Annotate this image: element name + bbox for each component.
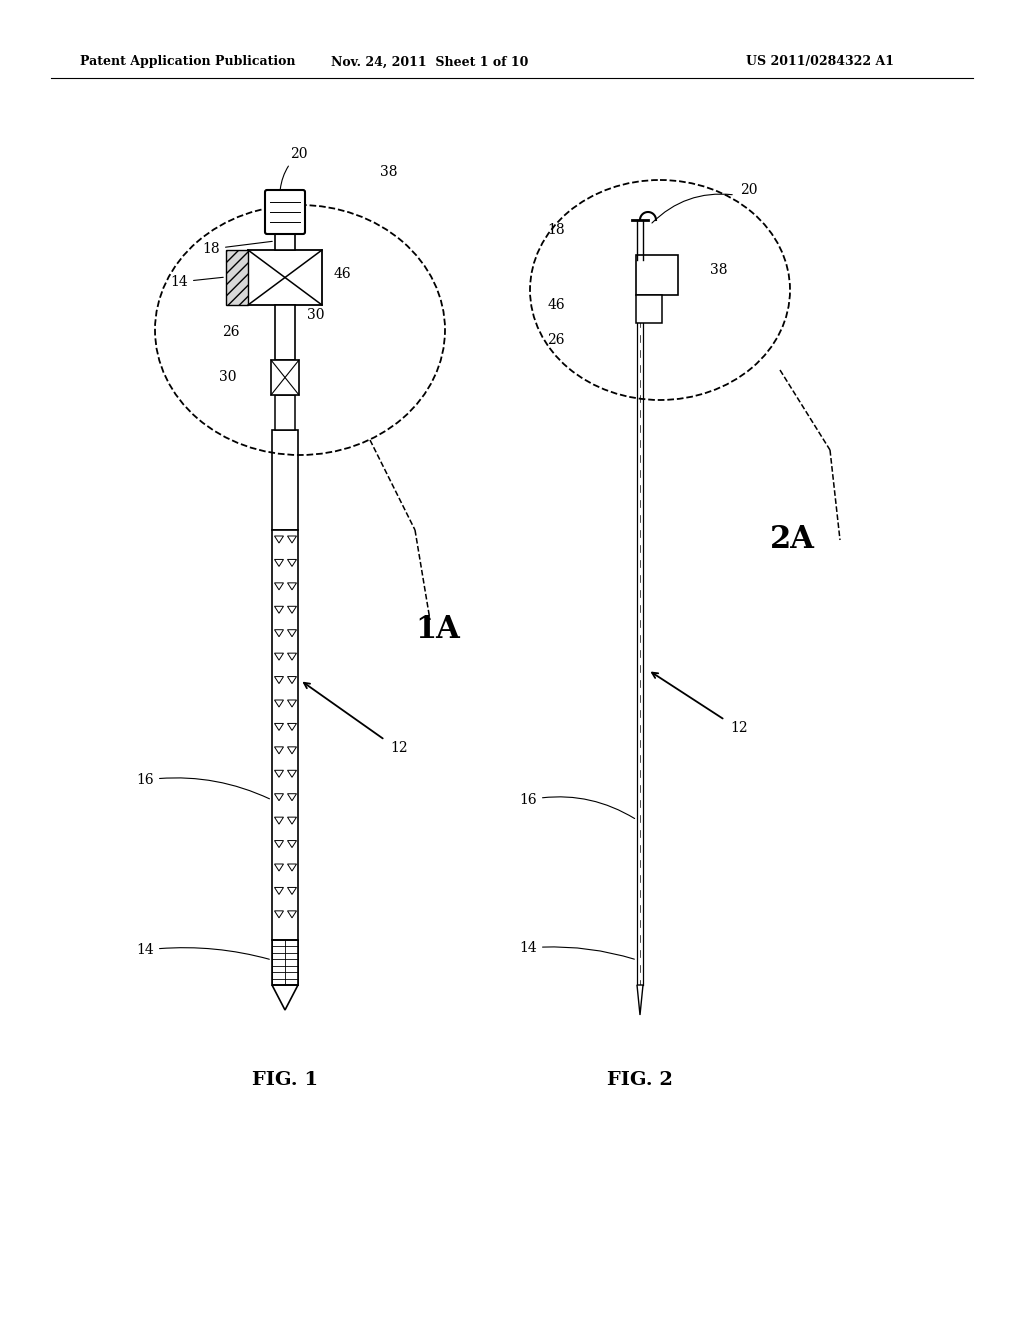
- Text: 26: 26: [548, 333, 565, 347]
- Text: 30: 30: [307, 308, 325, 322]
- Text: Patent Application Publication: Patent Application Publication: [80, 55, 296, 69]
- Text: Nov. 24, 2011  Sheet 1 of 10: Nov. 24, 2011 Sheet 1 of 10: [332, 55, 528, 69]
- Text: 12: 12: [730, 721, 748, 735]
- Polygon shape: [637, 985, 643, 1015]
- Text: FIG. 1: FIG. 1: [252, 1071, 318, 1089]
- Text: 16: 16: [136, 774, 269, 799]
- Bar: [271, 360, 299, 395]
- Text: 38: 38: [710, 263, 727, 277]
- Bar: [275, 232, 295, 249]
- Polygon shape: [272, 985, 298, 1010]
- Bar: [272, 940, 298, 985]
- Text: 46: 46: [548, 298, 565, 312]
- Text: 14: 14: [136, 942, 269, 960]
- Text: 18: 18: [548, 223, 565, 238]
- Text: 26: 26: [222, 325, 240, 339]
- Text: 30: 30: [218, 370, 236, 384]
- Text: 14: 14: [519, 941, 634, 960]
- Text: 18: 18: [203, 242, 272, 256]
- Bar: [226, 249, 248, 305]
- Bar: [248, 249, 322, 305]
- Text: 20: 20: [740, 183, 758, 197]
- Bar: [275, 305, 295, 360]
- Bar: [636, 255, 678, 294]
- Bar: [275, 395, 295, 430]
- Text: FIG. 2: FIG. 2: [607, 1071, 673, 1089]
- FancyBboxPatch shape: [265, 190, 305, 234]
- Text: 20: 20: [281, 147, 307, 189]
- Bar: [272, 430, 298, 531]
- Text: 1A: 1A: [415, 615, 460, 645]
- Text: 14: 14: [170, 275, 223, 289]
- Bar: [272, 531, 298, 940]
- Bar: [636, 294, 662, 323]
- Text: 2A: 2A: [770, 524, 815, 556]
- Text: 16: 16: [519, 793, 635, 818]
- Text: US 2011/0284322 A1: US 2011/0284322 A1: [746, 55, 894, 69]
- Text: 12: 12: [390, 741, 408, 755]
- Text: 46: 46: [334, 267, 351, 281]
- Text: 38: 38: [380, 165, 397, 180]
